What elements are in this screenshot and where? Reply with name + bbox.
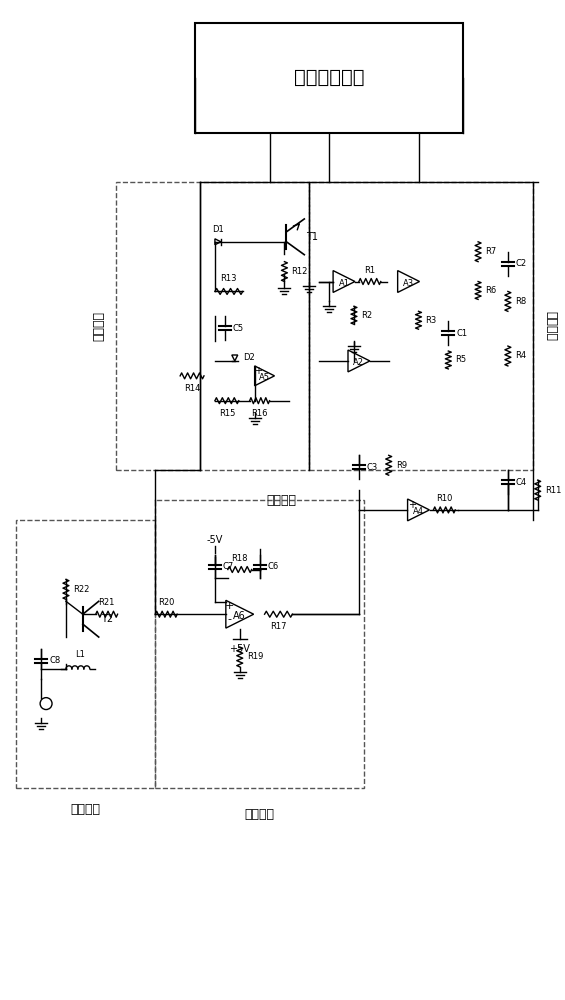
Text: D2: D2 [243,353,254,362]
Bar [155,500,364,788]
Text: +5V: +5V [229,644,250,654]
Text: C3: C3 [367,463,378,472]
Polygon shape [398,271,419,292]
Text: C5: C5 [233,324,244,333]
Text: R12: R12 [292,267,308,276]
Polygon shape [215,239,221,245]
Text: R18: R18 [232,554,248,563]
Text: C8: C8 [49,656,60,665]
Text: R19: R19 [247,652,263,661]
Text: R14: R14 [184,384,200,393]
Text: 激励电路: 激励电路 [71,803,101,816]
Text: R17: R17 [270,622,286,631]
Text: -5V: -5V [207,535,223,545]
Text: R3: R3 [425,316,437,325]
Text: A5: A5 [259,373,270,382]
Text: R22: R22 [73,585,89,594]
Text: C6: C6 [268,562,279,571]
Text: D1: D1 [212,225,224,234]
Polygon shape [232,355,238,361]
Bar [116,182,309,470]
Bar [195,23,463,133]
Polygon shape [255,366,275,386]
Text: C7: C7 [223,562,234,571]
Text: A6: A6 [233,611,246,621]
Text: 振荡电路: 振荡电路 [245,808,275,821]
Text: R9: R9 [396,461,407,470]
Polygon shape [333,271,355,292]
Text: 单片机控制器: 单片机控制器 [294,68,364,87]
Text: R16: R16 [251,409,268,418]
Text: 反馈电路: 反馈电路 [545,311,558,341]
Text: R13: R13 [220,274,237,283]
Text: T2: T2 [101,614,113,624]
Text: +: + [225,601,234,611]
Text: A1: A1 [338,279,350,288]
Text: R8: R8 [515,297,526,306]
Text: T1: T1 [306,232,318,242]
Text: R2: R2 [361,311,372,320]
Text: R10: R10 [436,494,453,503]
Polygon shape [407,499,429,521]
Text: +: + [254,366,262,376]
Text: 振荡电路: 振荡电路 [267,493,297,506]
Text: A3: A3 [403,279,414,288]
Text: C4: C4 [516,478,527,487]
Text: R6: R6 [485,286,496,295]
Text: R5: R5 [455,355,466,364]
Bar [309,182,533,470]
Text: R15: R15 [219,409,235,418]
Text: R21: R21 [98,598,115,607]
Text: R20: R20 [158,598,175,607]
Text: R11: R11 [545,486,561,495]
Polygon shape [226,600,254,628]
Text: C1: C1 [457,329,467,338]
Bar [16,520,155,788]
Text: R7: R7 [485,247,496,256]
Text: -: - [228,614,232,624]
Polygon shape [348,350,370,372]
Text: R1: R1 [364,266,375,275]
Text: R4: R4 [515,351,526,360]
Text: +: + [407,500,415,510]
Text: A2: A2 [354,358,364,367]
Text: C2: C2 [516,259,527,268]
Text: A4: A4 [413,507,424,516]
Text: L1: L1 [75,650,85,659]
Text: 调整电路: 调整电路 [93,311,106,341]
